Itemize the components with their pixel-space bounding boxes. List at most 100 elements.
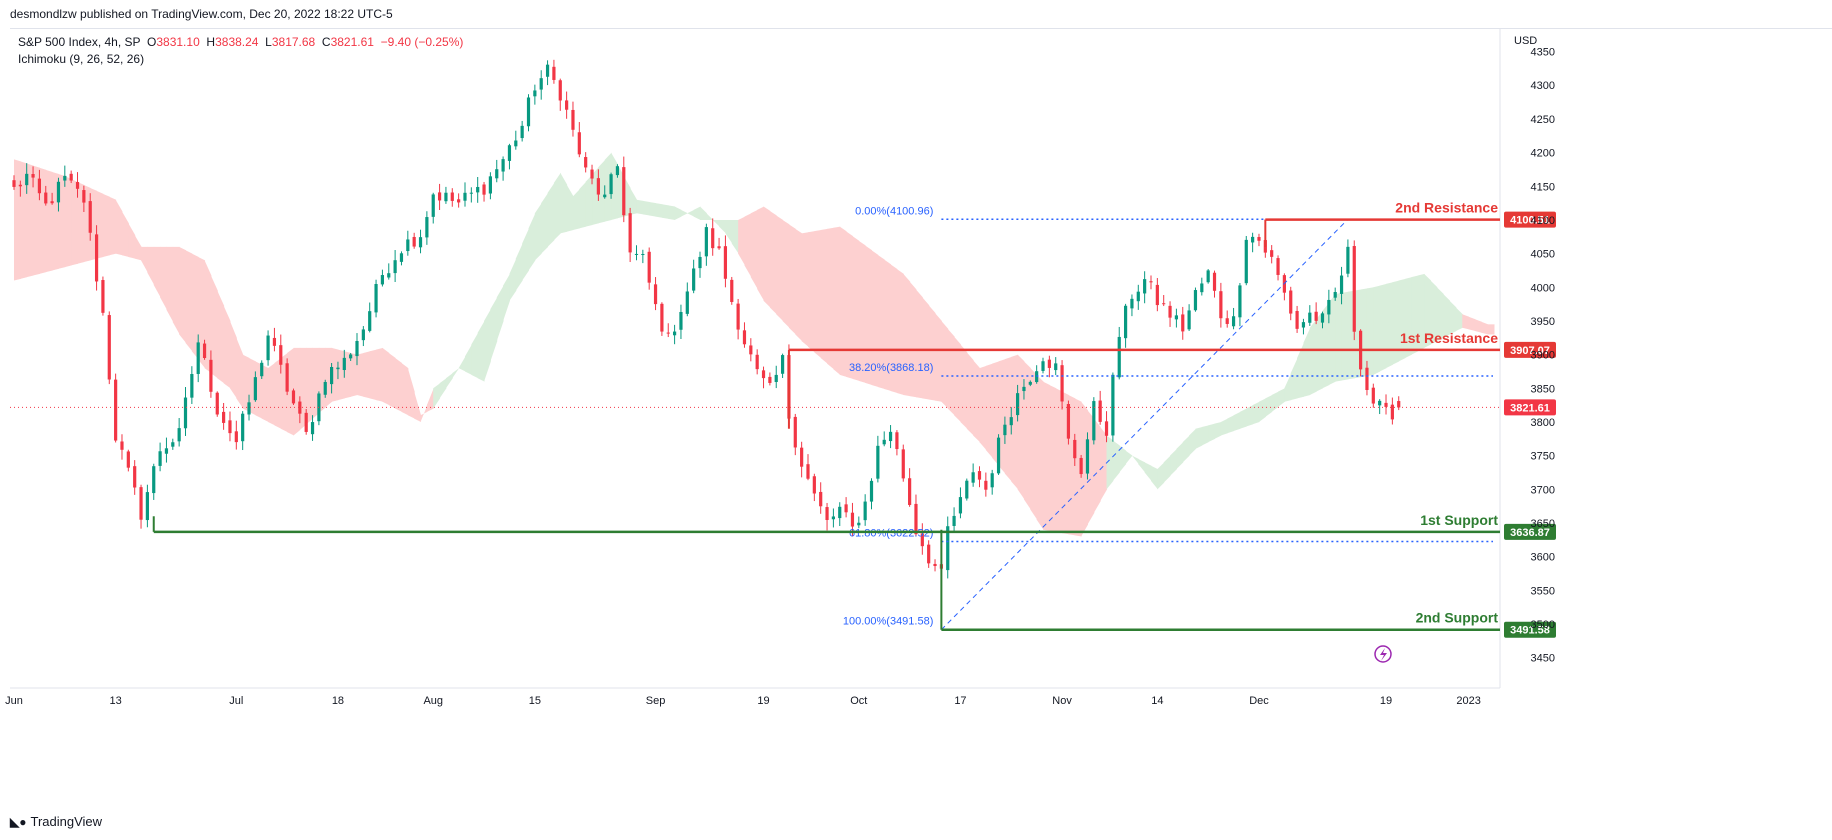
kumo-segment bbox=[1405, 277, 1412, 358]
kumo-segment bbox=[1328, 294, 1336, 385]
candle bbox=[495, 169, 499, 179]
kumo-segment bbox=[960, 344, 968, 429]
candle bbox=[88, 201, 92, 233]
kumo-segment bbox=[1011, 354, 1019, 490]
candle bbox=[234, 431, 238, 443]
kumo-segment bbox=[1176, 442, 1184, 470]
candle bbox=[1206, 270, 1210, 283]
candle bbox=[571, 109, 575, 130]
kumo-segment bbox=[541, 193, 549, 254]
candle bbox=[717, 246, 721, 249]
kumo-segment bbox=[1411, 275, 1419, 355]
candle bbox=[291, 390, 296, 404]
candle bbox=[971, 472, 975, 483]
candle bbox=[387, 273, 391, 278]
kumo-segment bbox=[1487, 324, 1495, 335]
kumo-segment bbox=[20, 161, 28, 279]
kumo-segment bbox=[604, 152, 612, 222]
candle bbox=[25, 173, 29, 186]
candle bbox=[1200, 283, 1204, 293]
kumo-segment bbox=[1265, 395, 1273, 417]
candle bbox=[450, 192, 454, 201]
candle bbox=[780, 355, 785, 374]
x-tick-label: 19 bbox=[757, 695, 769, 707]
kumo-segment bbox=[687, 209, 695, 217]
candle bbox=[94, 234, 99, 282]
last-price-badge-label: 3821.61 bbox=[1510, 402, 1550, 414]
kumo-segment bbox=[1303, 327, 1311, 397]
candle bbox=[253, 377, 257, 401]
candle bbox=[552, 66, 556, 80]
candle bbox=[101, 280, 105, 313]
candle bbox=[425, 217, 429, 238]
kumo-segment bbox=[134, 235, 142, 261]
kumo-segment bbox=[1144, 462, 1152, 481]
x-tick-label: 17 bbox=[954, 695, 966, 707]
kumo-segment bbox=[1030, 368, 1038, 520]
candle bbox=[120, 441, 124, 450]
kumo-segment bbox=[484, 309, 491, 382]
candle bbox=[1060, 365, 1064, 402]
candle bbox=[1251, 236, 1255, 243]
symbol-title[interactable]: S&P 500 Index, 4h, SP bbox=[18, 35, 141, 49]
fib-level-label: 100.00%(3491.58) bbox=[843, 616, 934, 628]
candle bbox=[482, 184, 486, 195]
kumo-segment bbox=[350, 352, 358, 397]
candle bbox=[1022, 386, 1026, 392]
y-tick-label: 3850 bbox=[1531, 383, 1555, 395]
kumo-segment bbox=[630, 187, 637, 215]
kumo-segment bbox=[71, 179, 79, 266]
x-tick-label: Jun bbox=[5, 695, 23, 707]
kumo-segment bbox=[1309, 319, 1317, 396]
candle bbox=[463, 192, 467, 201]
kumo-segment bbox=[121, 211, 129, 257]
candles-group bbox=[12, 59, 1401, 579]
candle bbox=[12, 180, 16, 187]
candle bbox=[507, 145, 512, 161]
kumo-segment bbox=[96, 190, 104, 259]
kumo-segment bbox=[363, 351, 371, 399]
kumo-segment bbox=[395, 358, 402, 412]
tradingview-brand[interactable]: ◣● TradingView bbox=[10, 814, 102, 829]
price-axis-badge-label: 3491.58 bbox=[1510, 625, 1550, 637]
candle bbox=[1231, 316, 1236, 327]
candle bbox=[742, 330, 747, 345]
kumo-segment bbox=[915, 289, 923, 399]
indicator-label[interactable]: Ichimoku (9, 26, 52, 26) bbox=[18, 52, 145, 66]
y-tick-label: 3650 bbox=[1531, 518, 1555, 530]
kumo-segment bbox=[909, 281, 917, 398]
kumo-segment bbox=[1214, 421, 1222, 439]
candle bbox=[457, 199, 461, 203]
price-axis-badge-label: 3636.87 bbox=[1510, 527, 1550, 539]
candle bbox=[857, 522, 861, 526]
kumo-segment bbox=[1278, 388, 1285, 407]
kumo-segment bbox=[166, 246, 174, 323]
candle bbox=[349, 354, 353, 359]
x-tick-label: 18 bbox=[332, 695, 344, 707]
kumo-segment bbox=[782, 219, 790, 328]
kumo-segment bbox=[1271, 391, 1279, 412]
candle bbox=[190, 374, 194, 398]
kumo-segment bbox=[839, 226, 847, 377]
price-axis-badge bbox=[1504, 211, 1556, 228]
x-tick-label: 14 bbox=[1151, 695, 1163, 707]
kumo-segment bbox=[858, 240, 866, 383]
candle bbox=[1257, 237, 1261, 241]
candle bbox=[1073, 439, 1077, 459]
candle bbox=[1079, 457, 1083, 475]
candle bbox=[793, 416, 797, 448]
y-tick-label: 4000 bbox=[1531, 282, 1555, 294]
candle bbox=[1289, 290, 1293, 314]
kumo-segment bbox=[884, 259, 892, 391]
kumo-segment bbox=[1131, 455, 1139, 465]
kumo-segment bbox=[439, 378, 447, 399]
kumo-segment bbox=[1297, 342, 1304, 399]
kumo-segment bbox=[1093, 418, 1101, 513]
candle bbox=[958, 497, 963, 514]
chart-legend: S&P 500 Index, 4h, SP O3831.10 H3838.24 … bbox=[18, 34, 463, 68]
kumo-segment bbox=[58, 174, 66, 269]
kumo-segment bbox=[1392, 280, 1400, 365]
kumo-segment bbox=[433, 383, 441, 409]
kumo-segment bbox=[458, 356, 466, 372]
